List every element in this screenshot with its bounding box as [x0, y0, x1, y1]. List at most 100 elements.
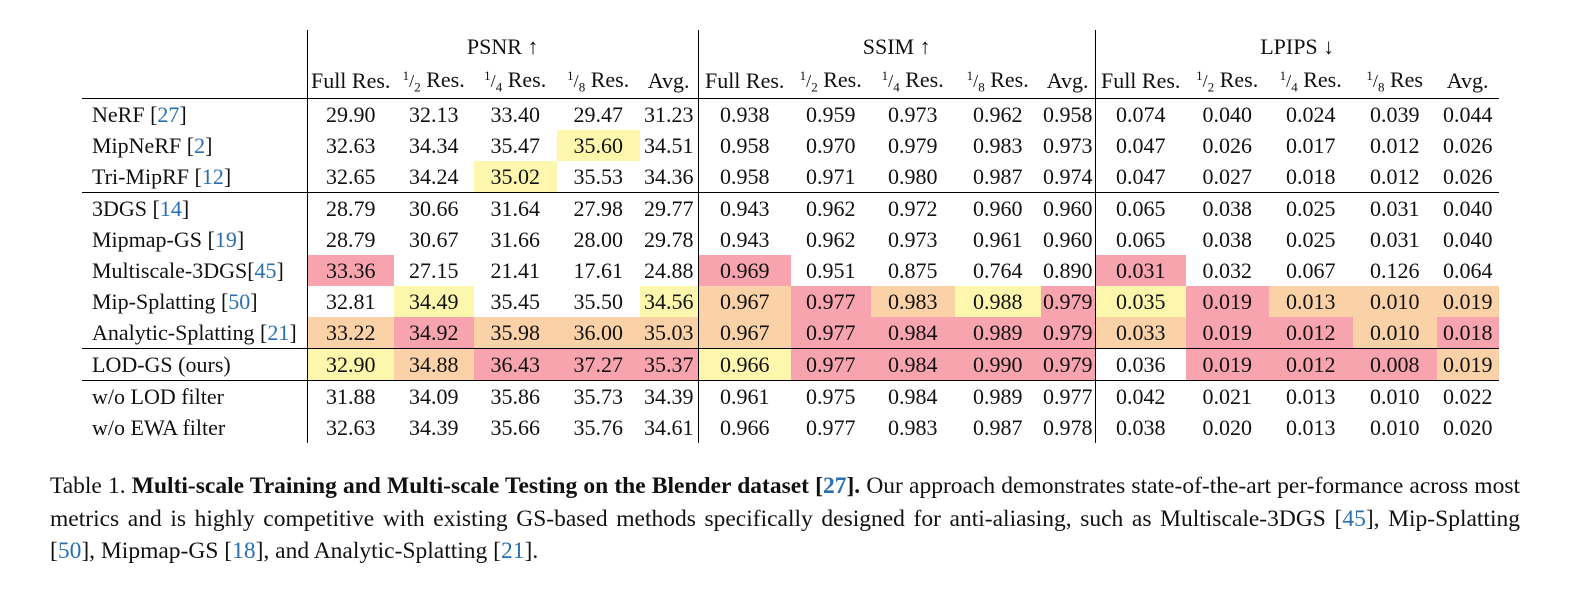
metric-value: 0.984	[870, 348, 955, 381]
citation-link[interactable]: 18	[232, 538, 256, 564]
metric-value: 0.973	[887, 101, 938, 127]
metric-value: 0.047	[1094, 130, 1186, 161]
metric-value: 31.64	[473, 192, 557, 224]
metric-value: 0.958	[697, 161, 791, 193]
metric-value: 0.977	[1040, 380, 1096, 412]
metric-value: 34.92	[393, 317, 474, 349]
metric-value: 0.983	[887, 414, 938, 440]
citation-link[interactable]: 50	[57, 538, 82, 564]
column-header: Full Res.	[1094, 64, 1186, 99]
table-row: MipNeRF [2] 32.63 34.34 35.47 35.60 34.51 0.95…	[82, 130, 1499, 161]
metric-value: 32.63	[306, 412, 394, 443]
metric-value: 0.975	[790, 380, 871, 412]
metric-value: 32.13	[408, 101, 459, 127]
citation-link[interactable]: 27	[157, 101, 180, 127]
metric-value: 0.962	[790, 192, 871, 224]
metric-value: 34.39	[639, 380, 699, 412]
metric-value: 29.78	[643, 226, 694, 252]
metric-value: 0.019	[1436, 348, 1499, 381]
metric-value: 0.067	[1285, 257, 1336, 283]
metric-value: 34.49	[393, 286, 474, 317]
citation-link[interactable]: 27	[822, 473, 847, 499]
metric-value: 0.980	[887, 163, 938, 189]
metric-value: 34.34	[408, 132, 459, 158]
citation-link[interactable]: 2	[194, 132, 206, 158]
metric-value: 0.026	[1202, 132, 1252, 158]
metric-value: 0.958	[1042, 101, 1093, 127]
metric-group-header: PSNR ↑	[306, 30, 699, 64]
method-name: NeRF [27]	[92, 101, 187, 127]
results-table-container: PSNR ↑ SSIM ↑ LPIPS ↓ Full Res. 1/2 Res. 1/4…	[82, 30, 1499, 443]
column-header: 1/8 Res.	[556, 64, 640, 99]
table-row: 3DGS [14] 28.79 30.66 31.64 27.98 29.77 0.943 0…	[82, 192, 1499, 224]
metric-value: 0.951	[805, 257, 856, 283]
caption-text: ], Mipmap-GS [	[81, 538, 233, 564]
metric-value: 31.88	[306, 380, 394, 412]
metric-value: 0.013	[1268, 380, 1353, 412]
metric-value: 0.969	[697, 255, 791, 286]
metric-value: 0.038	[1094, 412, 1186, 443]
metric-value: 0.026	[1442, 132, 1493, 158]
metric-value: 0.013	[1285, 414, 1336, 440]
citation-link[interactable]: 21	[267, 319, 290, 345]
citation-link[interactable]: 19	[214, 226, 237, 252]
metric-value: 0.038	[1185, 192, 1269, 224]
metric-value: 0.979	[1040, 348, 1096, 381]
citation-link[interactable]: 21	[501, 538, 525, 564]
citation-link[interactable]: 50	[228, 288, 251, 314]
metric-value: 0.010	[1352, 286, 1437, 317]
metric-value: 35.45	[490, 288, 540, 314]
method-name: w/o EWA filter	[92, 414, 226, 440]
metric-value: 34.56	[639, 286, 699, 317]
metric-value: 0.012	[1268, 317, 1353, 349]
metric-value: 0.961	[697, 380, 791, 412]
metric-value: 0.017	[1285, 132, 1336, 158]
column-header: 1/2 Res.	[393, 64, 474, 99]
table-row: Tri-MipRF [12] 32.65 34.24 35.02 35.53 34.36 0…	[82, 161, 1499, 193]
method-name: Analytic-Splatting [21]	[92, 319, 297, 345]
column-header: 1/2 Res.	[790, 64, 871, 99]
metric-value: 35.60	[556, 130, 640, 161]
column-header: 1/8 Res	[1352, 64, 1437, 99]
metric-value: 0.019	[1185, 286, 1269, 317]
metric-value: 29.90	[306, 98, 394, 130]
metric-value: 0.040	[1442, 226, 1493, 252]
table-row: LOD-GS (ours) 32.90 34.88 36.43 37.27 35.37 0.…	[82, 348, 1499, 381]
metric-value: 0.012	[1369, 163, 1420, 189]
citation-link[interactable]: 45	[254, 257, 277, 283]
metric-value: 27.98	[556, 192, 640, 224]
table-header: PSNR ↑ SSIM ↑ LPIPS ↓ Full Res. 1/2 Res. 1/4…	[82, 30, 1499, 99]
metric-value: 0.025	[1285, 226, 1336, 252]
citation-link[interactable]: 14	[159, 195, 182, 221]
metric-value: 0.979	[1040, 317, 1096, 349]
metric-value: 0.018	[1436, 317, 1499, 349]
metric-value: 0.008	[1352, 348, 1437, 381]
metric-value: 0.983	[870, 286, 955, 317]
metric-value: 0.967	[697, 317, 791, 349]
metric-value: 0.987	[972, 163, 1023, 189]
metric-value: 0.064	[1442, 257, 1493, 283]
metric-value: 0.962	[972, 101, 1023, 127]
table-body: NeRF [27] 29.90 32.13 33.40 29.47 31.23 0.938 0…	[82, 98, 1499, 443]
metric-value: 0.983	[972, 132, 1023, 158]
metric-value: 0.020	[1202, 414, 1252, 440]
metric-value: 29.77	[639, 192, 699, 224]
metric-value: 0.035	[1094, 286, 1186, 317]
metric-value: 17.61	[573, 257, 623, 283]
column-header: Full Res.	[697, 64, 791, 99]
metric-value: 28.79	[306, 192, 394, 224]
metric-value: 35.03	[639, 317, 699, 349]
metric-group-header: SSIM ↑	[697, 30, 1096, 64]
table-row: Multiscale-3DGS[45] 33.36 27.15 21.41 17.61 2…	[82, 255, 1499, 286]
metric-value: 0.938	[697, 98, 791, 130]
citation-link[interactable]: 45	[1342, 505, 1366, 532]
metric-value: 35.37	[639, 348, 699, 381]
metric-value: 30.67	[408, 226, 459, 252]
method-name: MipNeRF [2]	[92, 132, 213, 158]
citation-link[interactable]: 12	[201, 163, 224, 189]
metric-value: 0.032	[1202, 257, 1252, 283]
metric-value: 0.036	[1094, 348, 1186, 381]
metric-value: 0.010	[1369, 414, 1420, 440]
metric-value: 35.86	[473, 380, 557, 412]
metric-value: 0.967	[697, 286, 791, 317]
